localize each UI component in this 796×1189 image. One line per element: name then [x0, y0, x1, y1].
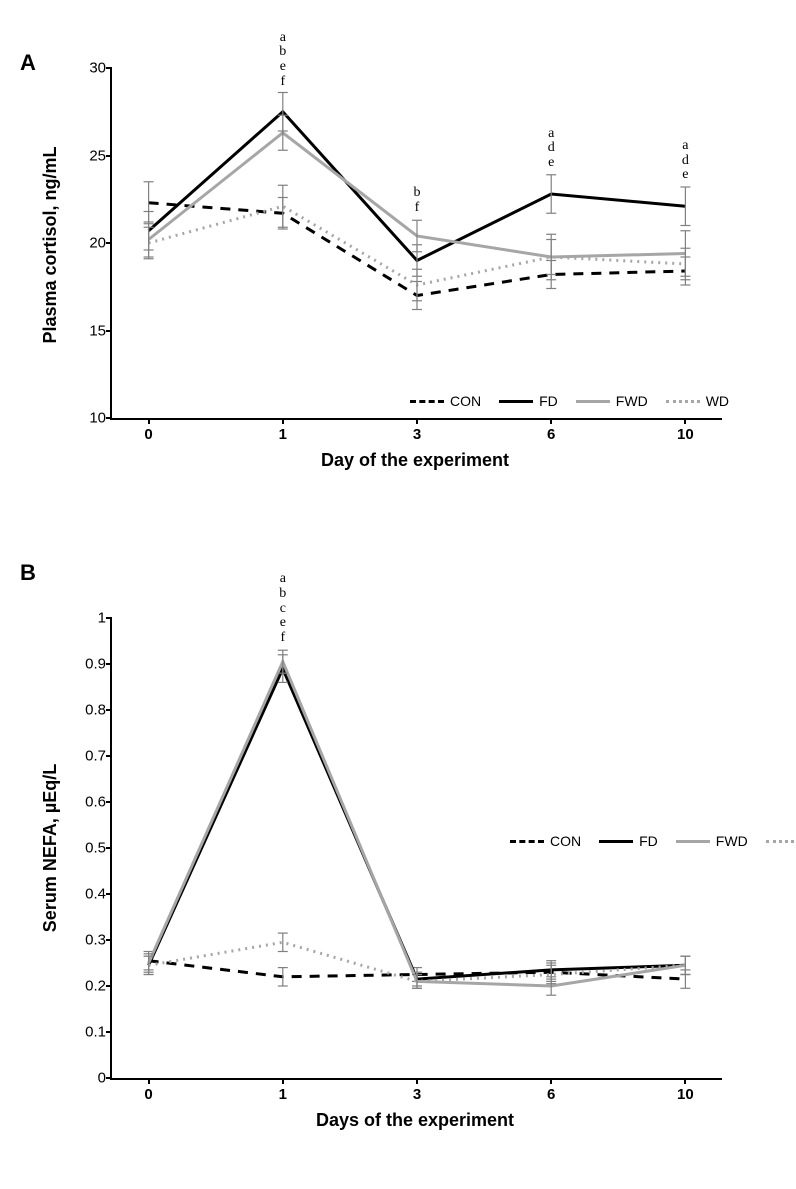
x-tick-mark [148, 418, 150, 424]
legend-item-fwd: FWD [676, 833, 748, 849]
panel-b-x-title: Days of the experiment [316, 1110, 514, 1131]
legend-item-fd: FD [499, 393, 558, 409]
panel-b-legend: CON FD FWD WD [510, 833, 796, 849]
legend-label: FD [539, 393, 558, 409]
y-tick-mark [106, 893, 112, 895]
panel-a-legend: CON FD FWD WD [410, 393, 729, 409]
y-tick-mark [106, 663, 112, 665]
panel-a-plot: 1015202530013610a b e fb fa d ea d e [110, 68, 722, 420]
legend-label: FWD [716, 833, 748, 849]
legend-swatch [666, 400, 700, 403]
y-tick-mark [106, 755, 112, 757]
panel-a-label: A [20, 50, 36, 76]
y-tick-mark [106, 847, 112, 849]
y-tick-mark [106, 417, 112, 419]
panel-b-plot: 00.10.20.30.40.50.60.70.80.91013610a b c… [110, 618, 722, 1080]
legend-item-con: CON [410, 393, 481, 409]
y-tick-mark [106, 155, 112, 157]
significance-label: b f [414, 186, 421, 215]
panel-b-label: B [20, 560, 36, 586]
figure-root: A Plasma cortisol, ng/mL 101520253001361… [0, 0, 796, 1189]
series-line-fwd [149, 662, 686, 986]
x-tick-mark [550, 1078, 552, 1084]
legend-swatch [499, 400, 533, 403]
y-tick-mark [106, 1031, 112, 1033]
legend-swatch [410, 400, 444, 403]
legend-item-fd: FD [599, 833, 658, 849]
panel-b-y-title: Serum NEFA, µEq/L [40, 764, 61, 932]
significance-label: a d e [682, 139, 689, 183]
error-bar [278, 115, 288, 150]
x-tick-mark [416, 1078, 418, 1084]
legend-item-con: CON [510, 833, 581, 849]
legend-item-wd: WD [666, 393, 729, 409]
y-tick-mark [106, 67, 112, 69]
panel-a-y-title: Plasma cortisol, ng/mL [40, 146, 61, 343]
x-tick-mark [282, 418, 284, 424]
legend-swatch [599, 840, 633, 843]
y-tick-mark [106, 985, 112, 987]
x-tick-mark [148, 1078, 150, 1084]
y-tick-mark [106, 617, 112, 619]
legend-label: FD [639, 833, 658, 849]
y-tick-mark [106, 939, 112, 941]
legend-item-wd: WD [766, 833, 796, 849]
error-bar [144, 227, 154, 259]
legend-item-fwd: FWD [576, 393, 648, 409]
series-line-fd [149, 669, 686, 980]
legend-swatch [766, 840, 796, 843]
legend-label: CON [550, 833, 581, 849]
x-tick-mark [416, 418, 418, 424]
y-tick-mark [106, 1077, 112, 1079]
legend-label: FWD [616, 393, 648, 409]
legend-label: WD [706, 393, 729, 409]
legend-swatch [676, 840, 710, 843]
significance-label: a d e [548, 127, 555, 171]
legend-swatch [576, 400, 610, 403]
error-bar [278, 185, 288, 227]
x-tick-mark [550, 418, 552, 424]
y-tick-mark [106, 330, 112, 332]
significance-label: a b e f [279, 31, 286, 90]
legend-label: CON [450, 393, 481, 409]
y-tick-mark [106, 242, 112, 244]
x-tick-mark [684, 418, 686, 424]
error-bar [278, 933, 288, 951]
x-tick-mark [282, 1078, 284, 1084]
y-tick-mark [106, 709, 112, 711]
legend-swatch [510, 840, 544, 843]
panel-a-svg [112, 68, 722, 418]
significance-label: a b c e f [279, 572, 286, 645]
panel-a-x-title: Day of the experiment [321, 450, 509, 471]
x-tick-mark [684, 1078, 686, 1084]
y-tick-mark [106, 801, 112, 803]
